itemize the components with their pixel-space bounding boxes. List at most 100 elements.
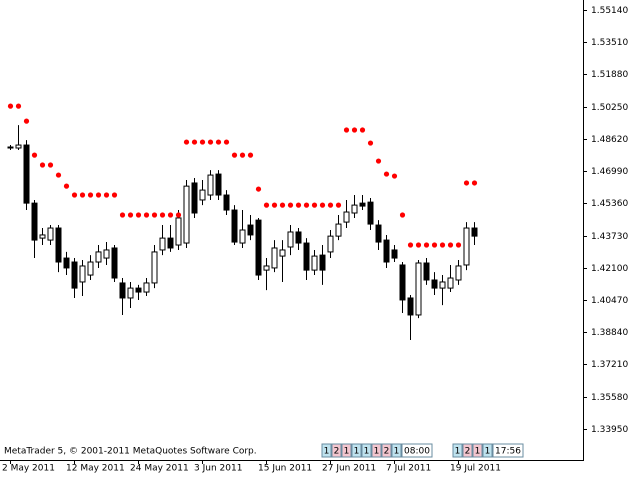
- candle-body: [127, 287, 134, 299]
- candle-body: [455, 265, 462, 281]
- sar-dot: [87, 192, 94, 198]
- sar-dot: [343, 127, 350, 133]
- sar-dot: [223, 139, 230, 145]
- candle-body: [223, 194, 230, 211]
- sar-dot: [151, 212, 158, 218]
- status-box: [462, 443, 473, 458]
- candle-body: [87, 261, 94, 276]
- sar-dot: [255, 186, 262, 192]
- candle-body: [151, 251, 158, 284]
- sar-dot: [239, 152, 246, 158]
- sar-dot: [79, 192, 86, 198]
- sar-dot: [215, 139, 222, 145]
- sar-dot: [311, 202, 318, 208]
- status-label: 08:00: [404, 447, 430, 457]
- sar-dot: [383, 171, 390, 177]
- status-label: 1: [374, 447, 380, 457]
- y-tick-label: 1.51880: [591, 70, 628, 80]
- sar-dot: [191, 139, 198, 145]
- status-label: 1: [485, 447, 491, 457]
- candle-body: [295, 231, 302, 244]
- sar-dot: [287, 202, 294, 208]
- x-tick-label: 3 Jun 2011: [194, 464, 242, 474]
- y-tick-label: 1.38840: [591, 328, 628, 338]
- sar-dot: [303, 202, 310, 208]
- sar-dot: [71, 192, 78, 198]
- candle-body: [311, 255, 318, 271]
- candle-body: [287, 231, 294, 248]
- sar-dot: [471, 180, 478, 186]
- candle-body: [279, 249, 286, 257]
- x-tick-label: 7 Jul 2011: [386, 464, 431, 474]
- candle-body: [191, 182, 198, 214]
- status-box: [341, 443, 352, 458]
- x-tick-label: 12 May 2011: [66, 464, 125, 474]
- sar-dot: [391, 173, 398, 179]
- candle-body: [119, 282, 126, 299]
- candle-body: [255, 219, 262, 276]
- status-label: 1: [455, 447, 461, 457]
- sar-dot: [55, 172, 62, 178]
- status-label: 1: [394, 447, 400, 457]
- sar-dot: [175, 212, 182, 218]
- candle-body: [55, 227, 62, 263]
- candle-body: [79, 265, 86, 283]
- sar-dot: [127, 212, 134, 218]
- status-box: [351, 443, 362, 458]
- sar-dot: [423, 242, 430, 248]
- candle-body: [383, 239, 390, 263]
- status-box: [452, 443, 463, 458]
- x-tick-label: 15 Jun 2011: [258, 464, 312, 474]
- sar-dot: [455, 242, 462, 248]
- sar-dot: [295, 202, 302, 208]
- y-tick-label: 1.53510: [591, 38, 628, 48]
- sar-dot: [167, 212, 174, 218]
- sar-dot: [207, 139, 214, 145]
- candle-body: [143, 282, 150, 293]
- sar-dot: [263, 202, 270, 208]
- candle-body: [167, 237, 174, 249]
- candle-body: [327, 235, 334, 253]
- copyright: MetaTrader 5, © 2001-2011 MetaQuotes Sof…: [4, 447, 257, 457]
- sar-dot: [47, 162, 54, 168]
- sar-dot: [279, 202, 286, 208]
- y-tick-label: 1.45360: [591, 199, 628, 209]
- sar-dot: [103, 192, 110, 198]
- candle-body: [15, 144, 22, 149]
- x-tick-label: 27 Jun 2011: [322, 464, 376, 474]
- y-tick-label: 1.55140: [591, 6, 628, 16]
- status-label: 1: [324, 447, 330, 457]
- sar-dot: [359, 127, 366, 133]
- x-tick-label: 2 May 2011: [2, 464, 55, 474]
- y-tick-label: 1.40470: [591, 296, 628, 306]
- status-label: 1: [475, 447, 481, 457]
- y-tick-label: 1.37210: [591, 360, 628, 370]
- sar-dot: [111, 192, 118, 198]
- y-tick-label: 1.43730: [591, 232, 628, 242]
- candle-body: [199, 189, 206, 201]
- candle-body: [351, 204, 358, 214]
- status-box: [381, 443, 392, 458]
- sar-dot: [39, 162, 46, 168]
- candle-body: [111, 247, 118, 279]
- sar-dot: [159, 212, 166, 218]
- status-box: [391, 443, 402, 458]
- candle-body: [359, 202, 366, 207]
- status-box: [361, 443, 372, 458]
- candle-body: [175, 217, 182, 246]
- sar-dot: [415, 242, 422, 248]
- candle-body: [303, 242, 310, 271]
- sar-dot: [463, 180, 470, 186]
- y-tick-label: 1.33950: [591, 425, 628, 435]
- candle-body: [463, 227, 470, 266]
- candle-body: [231, 209, 238, 243]
- candle-body: [71, 261, 78, 289]
- candle-body: [63, 257, 70, 269]
- candle-body: [335, 223, 342, 237]
- sar-dot: [271, 202, 278, 208]
- sar-dot: [143, 212, 150, 218]
- candle-body: [159, 237, 166, 251]
- status-box: [321, 443, 332, 458]
- sar-dot: [351, 127, 358, 133]
